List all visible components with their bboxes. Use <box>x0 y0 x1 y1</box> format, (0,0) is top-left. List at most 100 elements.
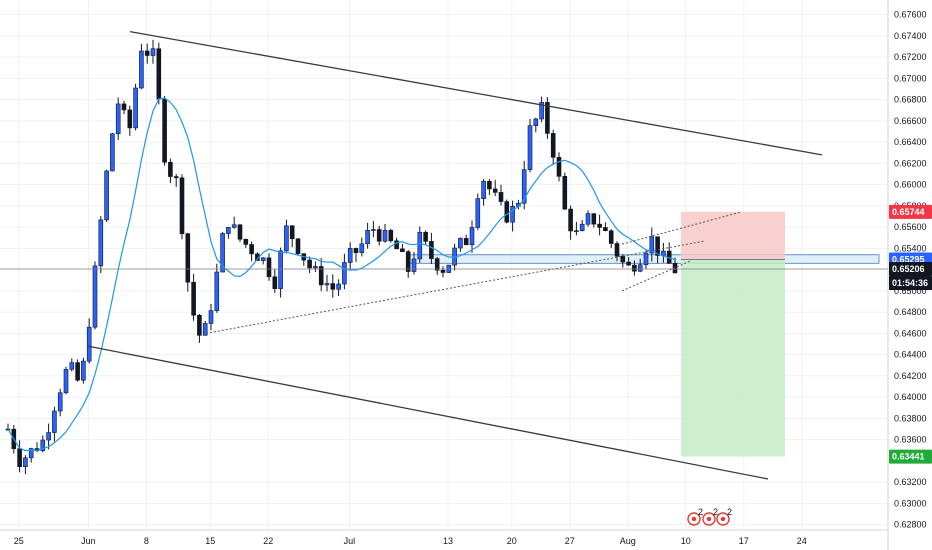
wedge-upper-line[interactable] <box>621 211 741 245</box>
candle <box>527 118 533 173</box>
candle <box>382 224 388 243</box>
candle <box>168 158 173 184</box>
price-tick-label: 0.63200 <box>894 477 927 487</box>
candle <box>133 83 138 131</box>
candle <box>115 97 121 140</box>
candle <box>626 257 631 266</box>
price-tick-label: 0.64600 <box>894 328 927 338</box>
candle <box>371 221 376 238</box>
candle <box>434 257 440 275</box>
candle <box>121 100 127 115</box>
target-price-tag: 0.63441 <box>889 449 932 464</box>
price-tick-label: 0.67000 <box>894 73 927 83</box>
price-tick-label: 0.66200 <box>894 158 927 168</box>
candle <box>185 232 191 292</box>
time-tick-label: 22 <box>263 536 273 546</box>
candle <box>191 273 196 321</box>
rising-trendline[interactable] <box>205 240 706 334</box>
wedge-lower-line[interactable] <box>621 260 691 292</box>
event-count: 2 <box>713 507 718 517</box>
candle <box>23 455 28 475</box>
candle <box>550 129 556 166</box>
candle <box>330 274 336 298</box>
time-tick-label: 24 <box>797 536 807 546</box>
time-tick-label: Aug <box>620 536 636 546</box>
candle <box>197 314 202 343</box>
candle <box>214 263 220 313</box>
time-tick-label: 15 <box>205 536 215 546</box>
candle <box>504 199 510 224</box>
time-tick-label: Jul <box>344 536 356 546</box>
candle <box>556 152 562 182</box>
candle <box>440 266 446 278</box>
event-count: 2 <box>698 507 703 517</box>
candle <box>574 221 579 236</box>
take-profit-zone[interactable] <box>681 259 785 457</box>
candle <box>104 169 109 222</box>
candle <box>98 216 104 274</box>
time-tick-label: 10 <box>681 536 691 546</box>
candle <box>411 251 417 275</box>
candle <box>545 97 550 139</box>
candle <box>40 435 46 453</box>
candle <box>353 247 359 262</box>
time-tick-label: 8 <box>144 536 149 546</box>
event-count: 2 <box>727 507 732 517</box>
candle <box>324 274 330 292</box>
candle <box>92 261 98 330</box>
svg-text:01:54:36: 01:54:36 <box>892 278 928 288</box>
candle <box>475 193 481 231</box>
price-tick-label: 0.64800 <box>894 307 927 317</box>
candle <box>458 237 463 252</box>
candle <box>521 160 527 210</box>
time-tick-label: 17 <box>739 536 749 546</box>
candle <box>57 388 63 417</box>
candle <box>568 205 573 240</box>
candle <box>336 279 341 297</box>
drawings <box>0 30 888 480</box>
current-price-tag: 0.65206 <box>889 262 932 277</box>
candle <box>359 237 365 257</box>
candles <box>5 39 678 475</box>
candle <box>139 43 144 90</box>
candle <box>417 226 423 263</box>
candle <box>342 253 347 290</box>
candle <box>46 423 51 450</box>
candle <box>63 366 69 395</box>
candle <box>179 174 185 240</box>
candle <box>643 250 649 269</box>
candle <box>539 96 544 123</box>
event-icon-2[interactable]: 2 <box>702 507 718 526</box>
candle <box>150 39 156 64</box>
price-tick-label: 0.66800 <box>894 95 927 105</box>
channel-upper-line[interactable] <box>129 30 823 156</box>
candle <box>69 358 75 372</box>
event-icon-3[interactable]: 2 <box>716 507 732 526</box>
candle <box>156 42 162 105</box>
price-tick-label: 0.65600 <box>894 222 927 232</box>
candle <box>614 241 620 262</box>
candle <box>318 257 324 292</box>
stop-loss-zone[interactable] <box>681 211 785 260</box>
channel-lower-line[interactable] <box>87 345 769 480</box>
event-icon-1[interactable]: 2 <box>687 507 703 526</box>
stop-price-tag: 0.65744 <box>889 204 932 219</box>
time-axis[interactable]: 25 Jun 8 15 22 Jul 13 20 27 Aug 10 17 24 <box>0 529 888 546</box>
svg-text:0.63441: 0.63441 <box>892 452 925 462</box>
price-tick-label: 0.67400 <box>894 31 927 41</box>
candle <box>655 236 660 264</box>
price-tick-label: 0.63000 <box>894 498 927 508</box>
price-tick-label: 0.64000 <box>894 392 927 402</box>
candle <box>533 117 539 133</box>
moving-average-line <box>7 97 676 452</box>
candle <box>632 260 637 276</box>
candle <box>376 225 382 246</box>
candle <box>510 200 515 232</box>
candle <box>307 256 312 274</box>
candle <box>284 219 289 254</box>
candle <box>173 174 179 187</box>
candle <box>208 303 214 331</box>
